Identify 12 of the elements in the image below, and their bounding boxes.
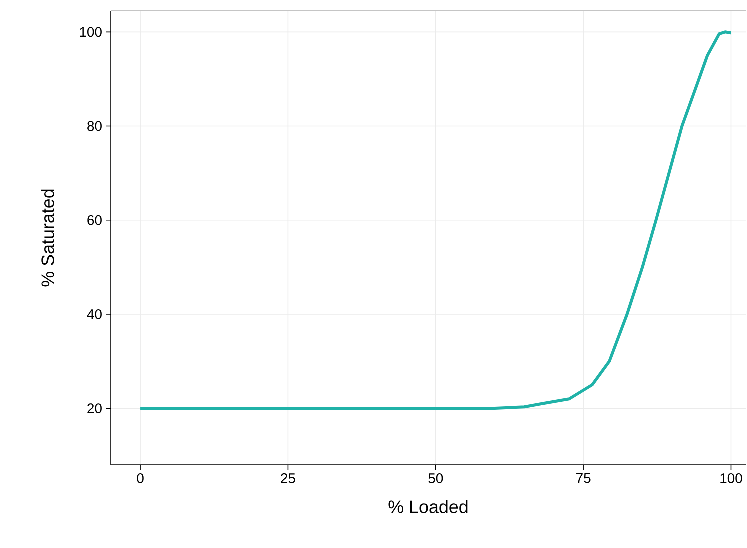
y-tick-label: 40 <box>87 310 102 320</box>
x-tick-label: 25 <box>281 474 296 484</box>
x-tick-label: 100 <box>720 474 742 484</box>
x-axis-title: % Loaded <box>388 500 468 514</box>
x-tick-label: 0 <box>137 474 144 484</box>
y-axis-title: % Saturated <box>41 190 54 287</box>
y-tick-label: 60 <box>88 215 102 226</box>
y-tick-label: 80 <box>88 121 102 132</box>
x-tick-label: 75 <box>576 474 591 484</box>
y-tick-label: 20 <box>88 404 102 414</box>
x-tick-label: 50 <box>428 474 444 484</box>
y-tick-label: 100 <box>80 27 102 38</box>
